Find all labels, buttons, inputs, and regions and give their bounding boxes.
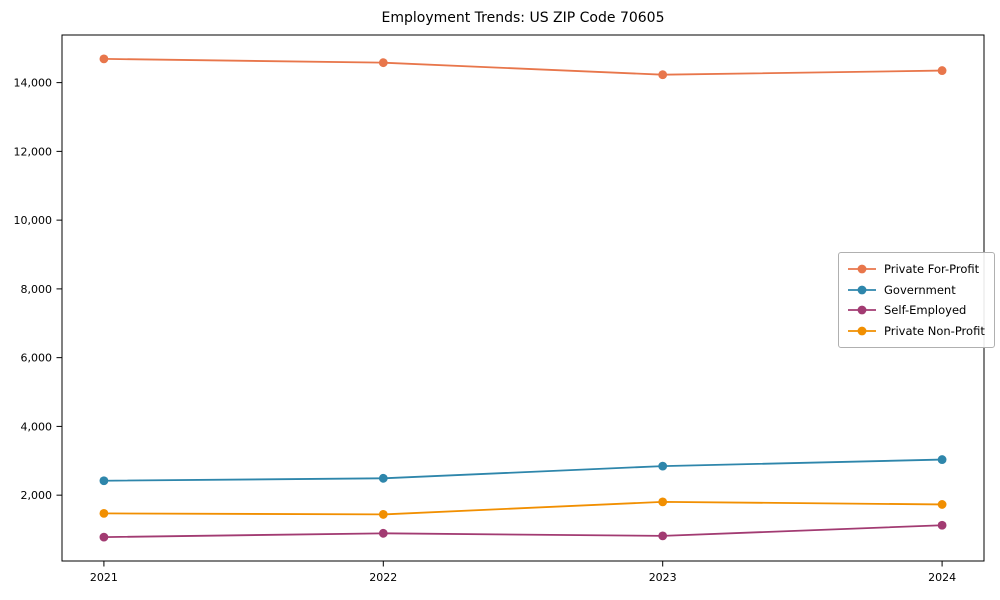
data-point-marker [937, 520, 947, 530]
legend: Private For-Profit Government Self-Employe… [838, 252, 995, 348]
data-point-marker [378, 473, 388, 483]
legend-line-marker-icon [848, 264, 876, 274]
series-line-private-non-profit [103, 500, 943, 516]
legend-line-marker-icon [848, 305, 876, 315]
x-tick-label: 2022 [369, 571, 397, 584]
x-tick-label: 2024 [928, 571, 956, 584]
x-tick-label: 2021 [90, 571, 118, 584]
data-point-marker [378, 528, 388, 538]
data-point-marker [658, 497, 668, 507]
legend-line-marker-icon [848, 285, 876, 295]
y-tick-label: 12,000 [14, 145, 53, 158]
data-point-marker [658, 461, 668, 471]
data-point-marker [937, 455, 947, 464]
data-point-marker [378, 58, 388, 68]
y-tick-label: 6,000 [21, 352, 53, 365]
data-point-marker [99, 54, 109, 64]
data-point-marker [937, 66, 947, 75]
legend-label: Private For-Profit [884, 262, 980, 277]
data-point-marker [658, 531, 668, 541]
legend-item: Self-Employed [847, 303, 985, 317]
data-point-marker [658, 70, 668, 80]
y-tick-label: 8,000 [21, 283, 53, 296]
legend-item: Government [847, 283, 985, 297]
data-point-marker [99, 532, 109, 542]
series-line-government [103, 458, 943, 482]
legend-label: Private Non-Profit [884, 323, 985, 338]
y-tick-label: 4,000 [21, 420, 53, 433]
data-point-marker [99, 508, 109, 518]
series-line-private-for-profit [103, 57, 943, 76]
series-line-self-employed [103, 524, 943, 539]
legend-label: Government [884, 282, 956, 297]
legend-label: Self-Employed [884, 303, 967, 318]
y-tick-label: 2,000 [21, 489, 53, 502]
y-tick-label: 10,000 [14, 214, 53, 227]
chart-title: Employment Trends: US ZIP Code 70605 [381, 10, 665, 26]
y-tick-label: 14,000 [14, 77, 53, 90]
data-point-marker [937, 500, 947, 509]
legend-line-marker-icon [848, 326, 876, 336]
legend-item: Private For-Profit [847, 262, 985, 276]
data-point-marker [99, 476, 109, 486]
data-point-marker [378, 510, 388, 519]
legend-item: Private Non-Profit [847, 324, 985, 338]
x-tick-label: 2023 [649, 571, 677, 584]
